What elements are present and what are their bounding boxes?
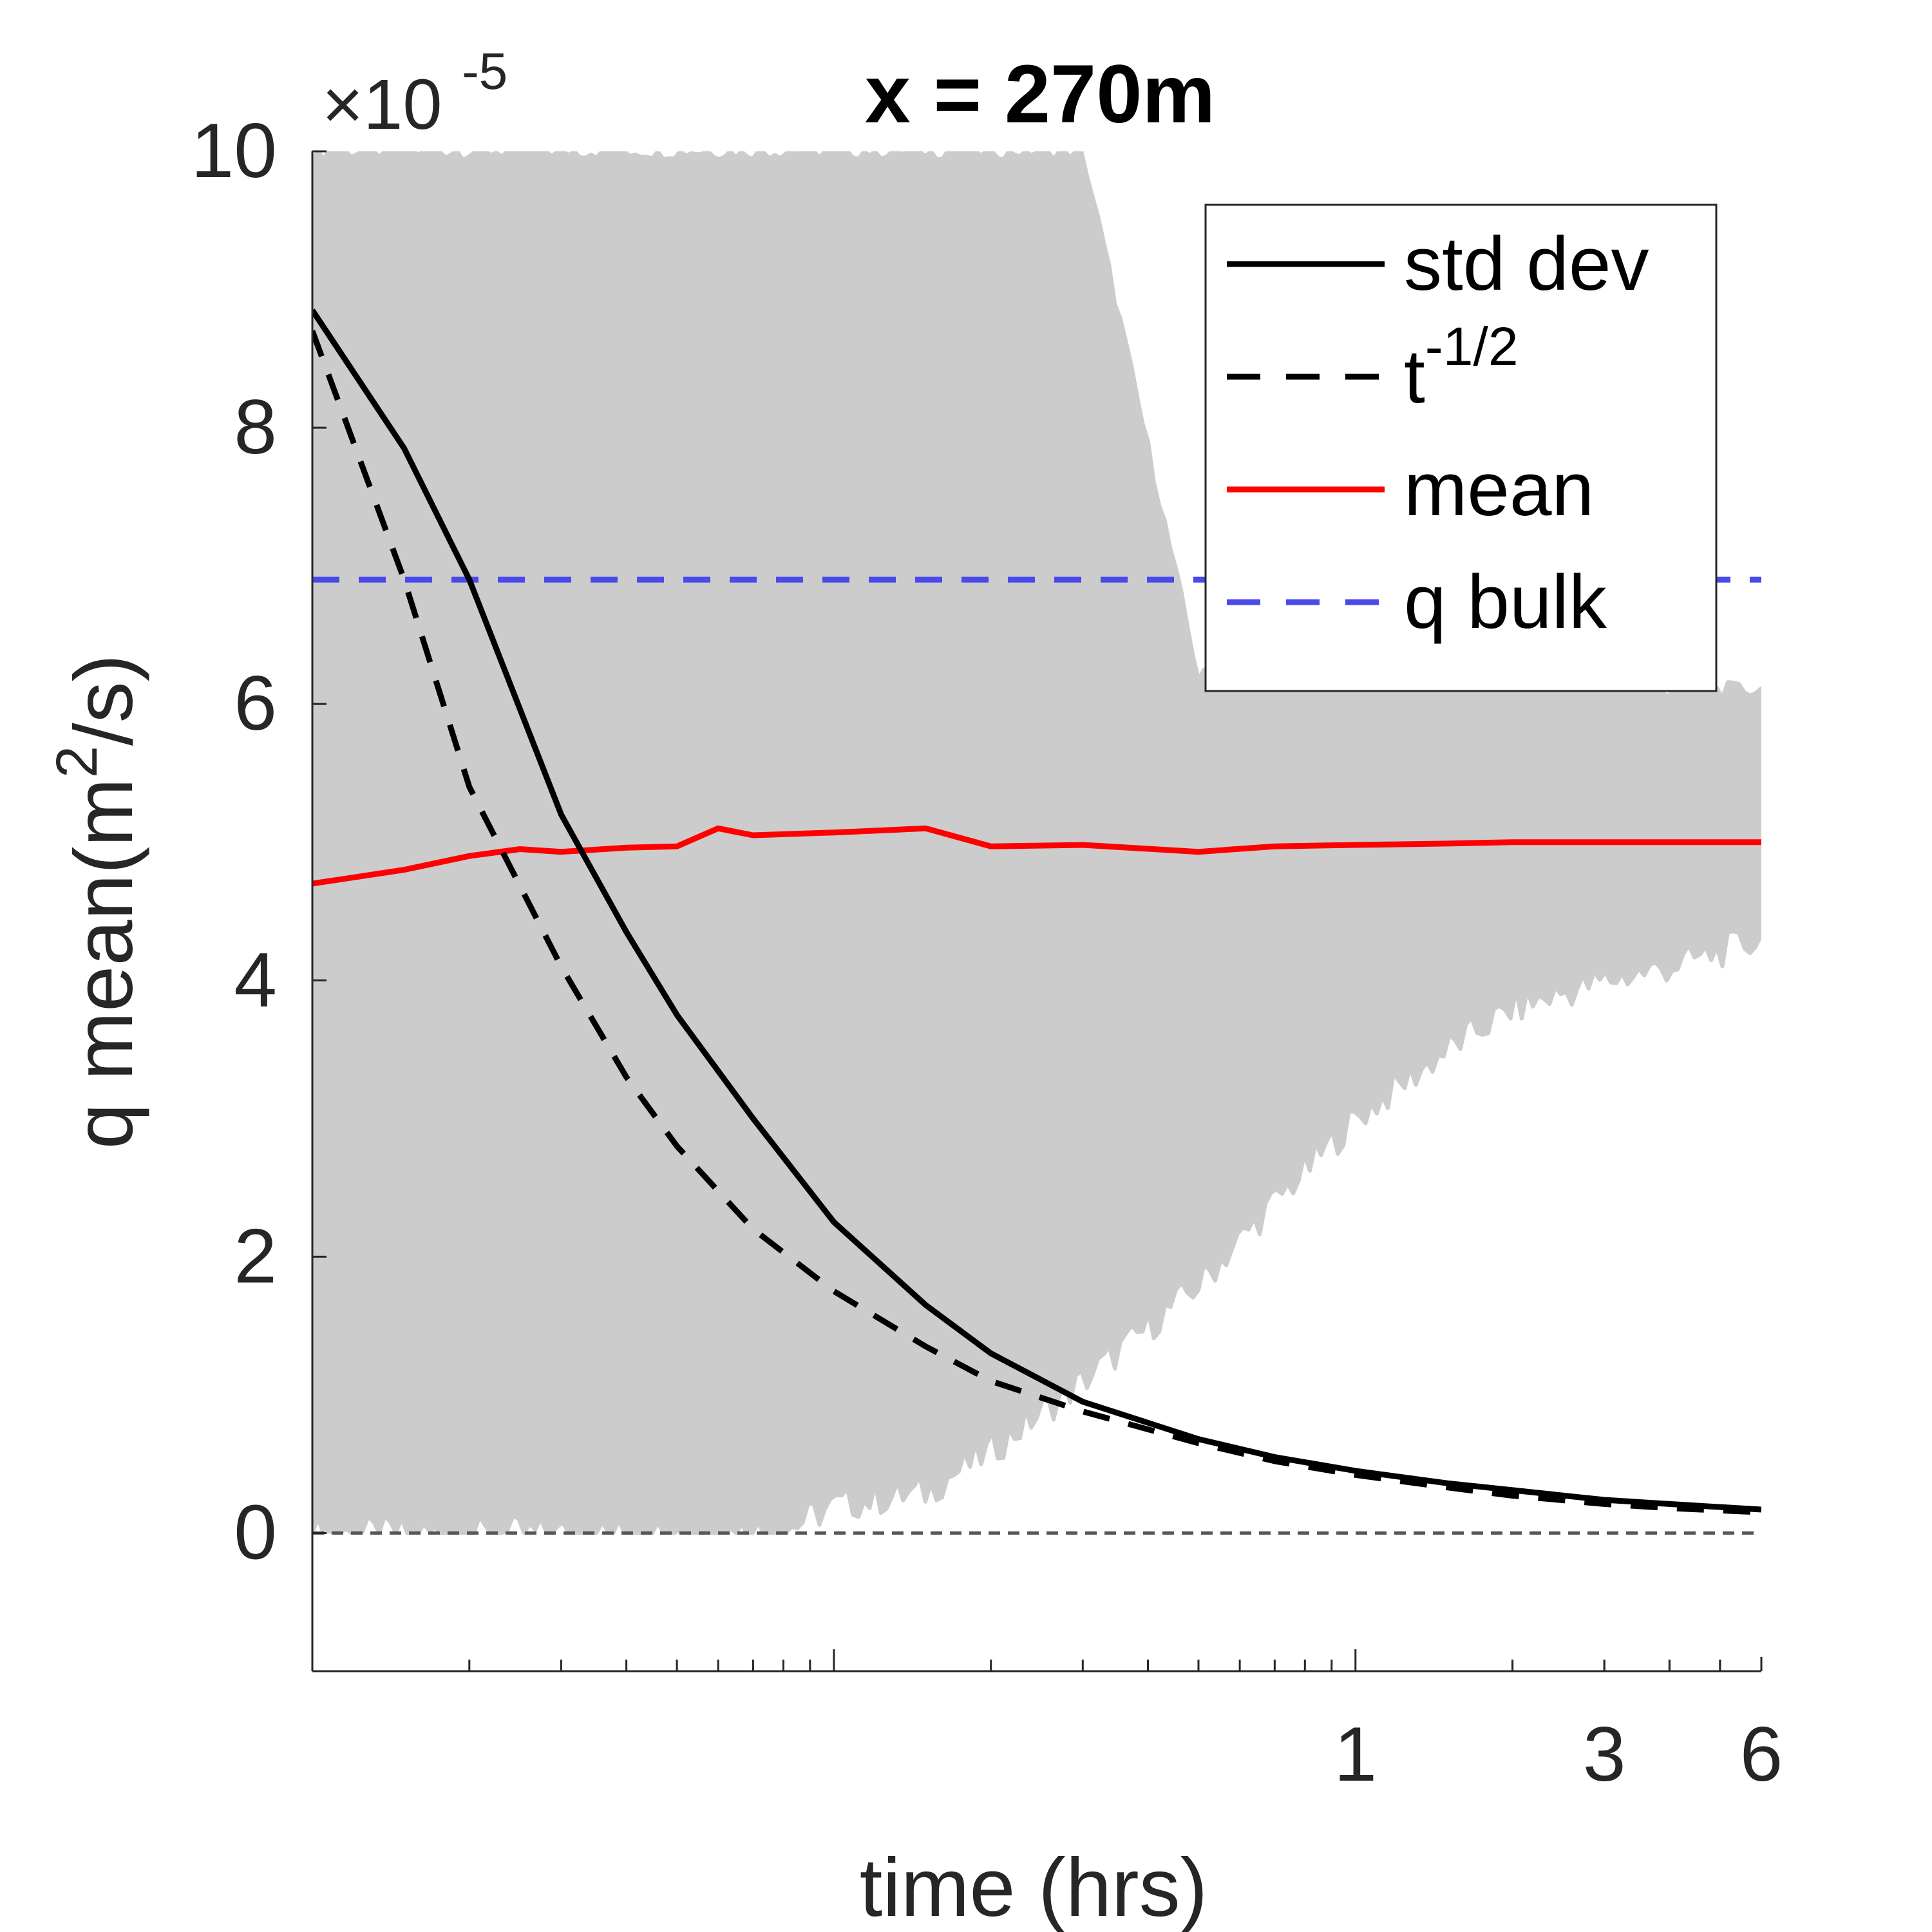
legend-label-std-dev: std dev xyxy=(1404,222,1649,307)
ensemble-band-area xyxy=(312,151,1761,1535)
y-tick-label: 6 xyxy=(234,660,277,746)
series-line-t-1-2 xyxy=(312,330,1761,1515)
legend-label-sup: -1/2 xyxy=(1425,316,1519,377)
series-line-std-dev xyxy=(312,308,1761,1513)
y-axis-label-sup: 2 xyxy=(45,746,109,778)
y-tick-label: 10 xyxy=(191,108,277,194)
y-axis-label: q mean(m2/s) xyxy=(45,654,150,1149)
chart-title: x = 270m xyxy=(865,48,1215,140)
legend-label-text: t xyxy=(1404,334,1425,419)
series-line-mean xyxy=(312,825,1761,887)
legend-label-mean: mean xyxy=(1404,447,1594,532)
x-tick-label: 3 xyxy=(1583,1711,1626,1797)
legend: std dev t-1/2 mean q bulk xyxy=(1204,204,1718,692)
legend-label-q-bulk: q bulk xyxy=(1404,560,1607,645)
legend-label-t: t-1/2 xyxy=(1404,316,1519,419)
axes xyxy=(311,150,1763,1672)
legend-label-text: std dev xyxy=(1404,222,1649,307)
y-multiplier: ×10 -5 xyxy=(322,43,507,144)
x-tick-label: 6 xyxy=(1740,1711,1783,1797)
y-multiplier-exponent: -5 xyxy=(462,43,507,100)
x-axis-label: time (hrs) xyxy=(860,1842,1208,1932)
y-tick-label: 0 xyxy=(234,1489,277,1575)
y-tick-label: 4 xyxy=(234,936,277,1023)
tick-labels: 0 2 4 6 8 10 1 3 6 xyxy=(191,108,1783,1797)
y-axis-label-main: q mean(m xyxy=(58,778,150,1149)
legend-box xyxy=(1204,204,1718,692)
y-axis-label-end: /s) xyxy=(58,654,150,746)
x-tick-label: 1 xyxy=(1334,1711,1377,1797)
ensemble-band xyxy=(312,151,1761,1535)
legend-label-text: q bulk xyxy=(1404,560,1607,645)
y-tick-label: 2 xyxy=(234,1213,277,1299)
y-multiplier-base: ×10 xyxy=(322,65,442,144)
legend-label-text: mean xyxy=(1404,447,1594,532)
y-tick-label: 8 xyxy=(234,384,277,470)
